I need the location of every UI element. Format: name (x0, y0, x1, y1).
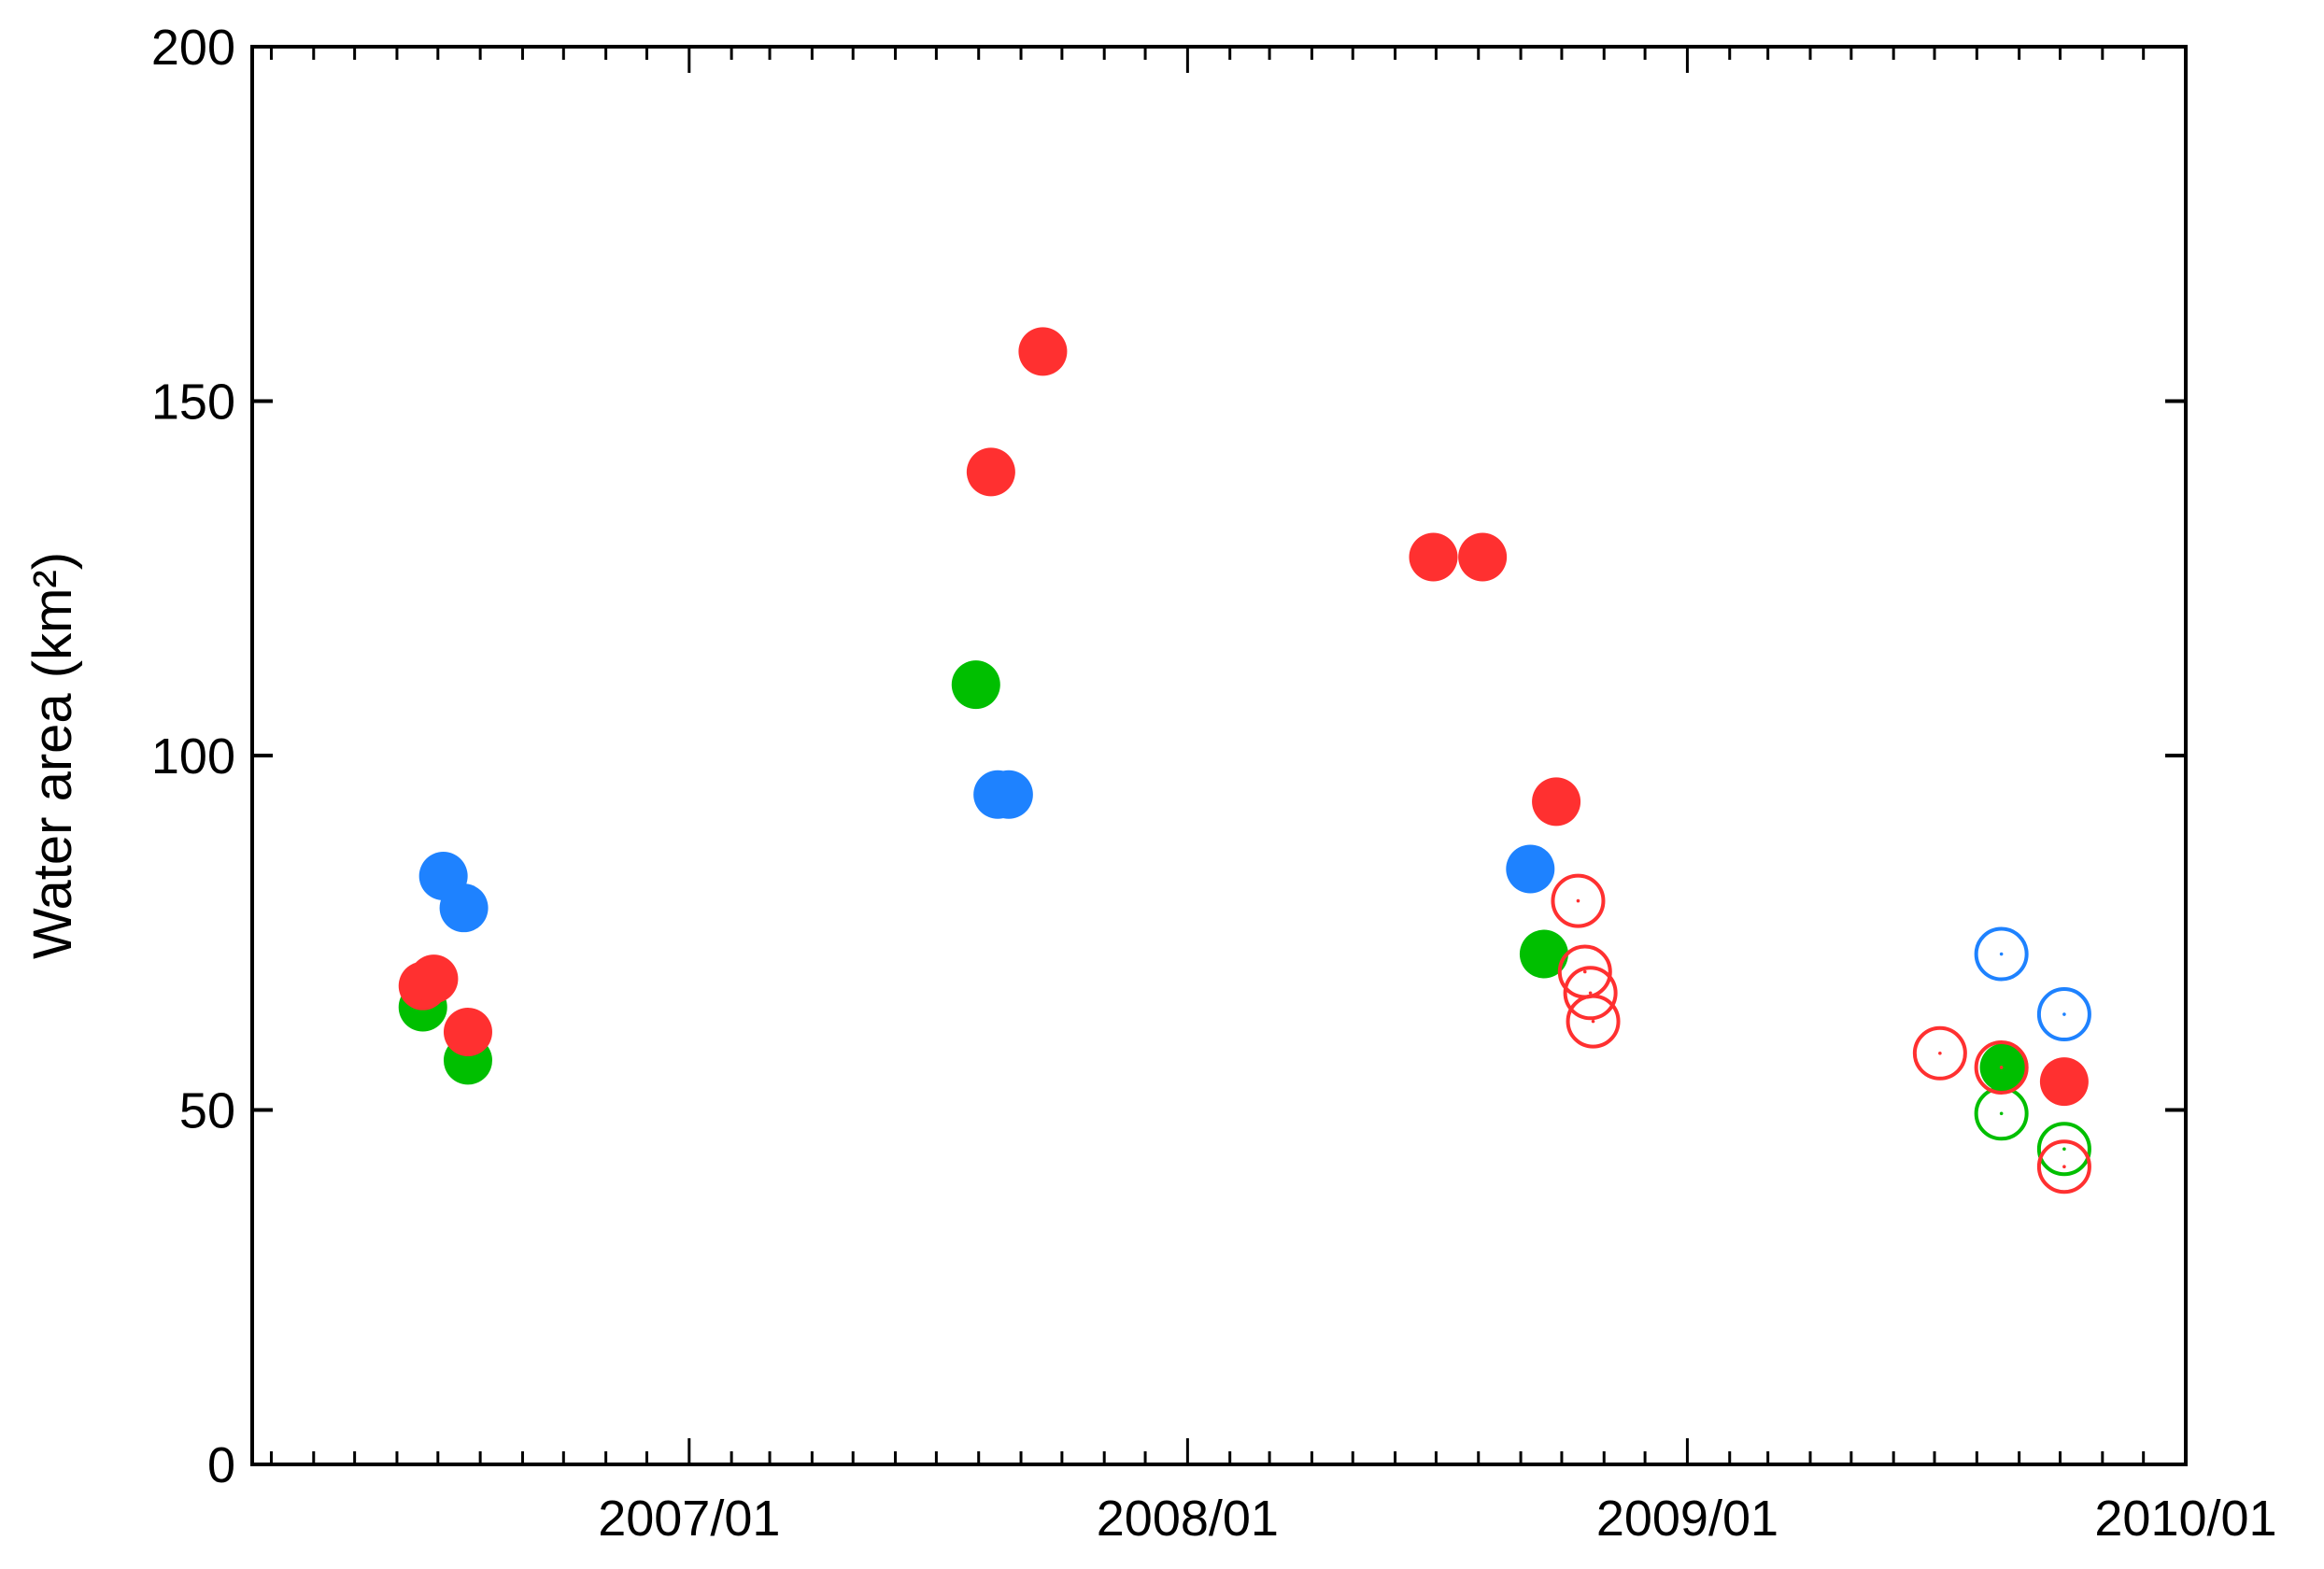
data-point (439, 883, 489, 933)
data-point (1532, 777, 1581, 827)
y-tick-label: 150 (151, 375, 235, 431)
data-point-center-dot (1938, 1051, 1942, 1055)
data-point-center-dot (1576, 898, 1580, 903)
data-point-open (1974, 926, 2029, 982)
data-point-center-dot (2062, 1165, 2066, 1169)
data-point-open (1551, 873, 1606, 928)
x-tick-label: 2009/01 (1596, 1491, 1778, 1547)
data-point-open (1563, 966, 1618, 1021)
data-point-center-dot (1999, 1066, 2004, 1069)
data-point-open (1974, 1039, 2029, 1095)
data-point (984, 770, 1033, 819)
data-point-open (1974, 1086, 2029, 1141)
data-point-center-dot (1582, 969, 1587, 974)
data-point-center-dot (1999, 952, 2004, 956)
data-point-center-dot (2062, 1147, 2066, 1152)
y-axis-title: Water area (km²) (22, 552, 83, 959)
data-point-center-dot (1591, 1019, 1595, 1024)
data-point-open (1566, 994, 1621, 1049)
data-point-center-dot (1588, 991, 1593, 996)
data-point (2039, 1057, 2089, 1107)
data-point-center-dot (1999, 1111, 2004, 1116)
data-point (1519, 929, 1568, 979)
data-point (1979, 1042, 2029, 1092)
data-point-open (1912, 1025, 1967, 1081)
data-point-open (2036, 1139, 2091, 1194)
plot-frame (250, 45, 2188, 1466)
y-tick-label: 50 (179, 1083, 235, 1139)
y-axis: 0 50 100 150 200 (151, 20, 2186, 1493)
y-tick-label: 100 (151, 728, 235, 784)
x-tick-label: 2007/01 (598, 1491, 780, 1547)
data-point (1018, 327, 1068, 376)
data-point (409, 954, 459, 1004)
data-point (1409, 532, 1458, 582)
data-point (1458, 532, 1508, 582)
data-point-open (2036, 1122, 2091, 1177)
x-tick-label: 2008/01 (1097, 1491, 1279, 1547)
x-tick-label: 2010/01 (2094, 1491, 2276, 1547)
data-point (966, 447, 1015, 497)
data-point-open (2036, 987, 2091, 1042)
x-axis: 2007/01 2008/01 2009/01 2010/01 (269, 47, 2277, 1547)
y-tick-label: 200 (151, 20, 235, 76)
data-point (1506, 844, 1555, 894)
data-point (951, 660, 1000, 710)
data-point (443, 1008, 492, 1057)
data-point-center-dot (2062, 1012, 2066, 1016)
y-tick-label: 0 (207, 1437, 235, 1493)
plot-area (398, 327, 2091, 1194)
